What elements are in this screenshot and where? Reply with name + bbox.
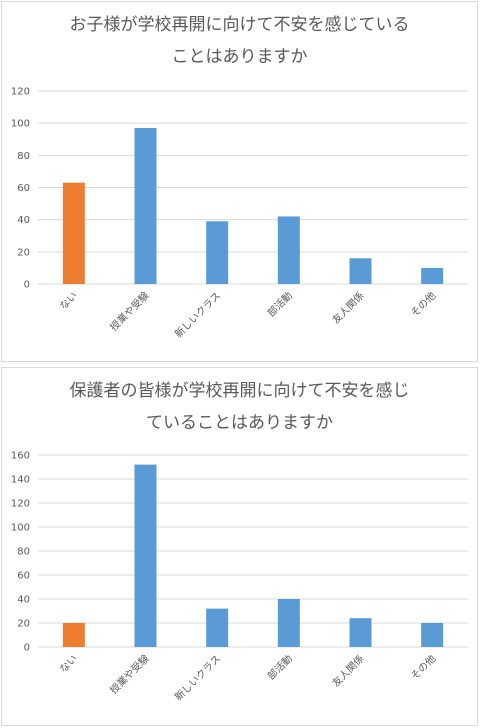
y-tick-label: 100 <box>11 523 30 534</box>
bar-1 <box>62 182 85 284</box>
bar-2 <box>134 464 157 647</box>
bar-5 <box>349 618 372 647</box>
x-tick-label: 授業や受験 <box>107 289 152 334</box>
y-tick-label: 0 <box>24 280 30 291</box>
bar-5 <box>349 258 372 284</box>
y-tick-label: 20 <box>17 247 30 258</box>
y-tick-label: 80 <box>17 547 30 558</box>
chart-panel-parents: 保護者の皆様が学校再開に向けて不安を感じ ていることはありますか 0 20 40 60… <box>1 367 478 726</box>
x-tick-label: ない <box>57 653 80 676</box>
x-tick-label: 新しいクラス <box>172 652 223 703</box>
bar-chart-parents: 0 20 40 60 80 100 120 140 160 ない 授業や受験 新しいクラス 部活動 友人関… <box>11 451 468 703</box>
x-tick-label: 部活動 <box>265 289 295 319</box>
chart-title-line-1: 保護者の皆様が学校再開に向けて不安を感じ <box>69 381 410 401</box>
bar-chart-children: 0 20 40 60 80 100 120 ない 授業や受験 新しいクラス 部活動 友人関係 その他 <box>11 87 468 340</box>
bar-3 <box>206 608 229 647</box>
y-tick-label: 40 <box>17 215 30 226</box>
y-tick-label: 140 <box>11 475 30 486</box>
x-tick-label: 部活動 <box>265 652 295 682</box>
chart-title-line-1: お子様が学校再開に向けて不安を感じている <box>69 15 410 35</box>
y-tick-label: 100 <box>11 119 30 130</box>
x-tick-label: 授業や受験 <box>107 652 152 697</box>
y-tick-label: 40 <box>17 595 30 606</box>
y-tick-label: 20 <box>17 619 30 630</box>
bar-3 <box>206 221 229 284</box>
bar-4 <box>277 216 300 284</box>
bar-1 <box>62 623 85 647</box>
chart-title-line-2: ていることはありますか <box>146 413 333 433</box>
chart-title-line-2: ことはありますか <box>171 47 308 67</box>
y-tick-label: 120 <box>11 499 30 510</box>
chart-panel-children: お子様が学校再開に向けて不安を感じている ことはありますか 0 20 40 60 80 1… <box>1 1 478 362</box>
bar-4 <box>277 599 300 647</box>
x-tick-label: その他 <box>408 652 438 682</box>
x-tick-label: その他 <box>408 289 438 319</box>
bar-2 <box>134 127 157 284</box>
x-tick-label: 新しいクラス <box>172 289 223 340</box>
y-tick-label: 60 <box>17 571 30 582</box>
x-tick-label: ない <box>57 290 80 313</box>
y-tick-label: 0 <box>24 643 30 654</box>
x-tick-label: 友人関係 <box>329 289 366 326</box>
y-tick-label: 60 <box>17 183 30 194</box>
bar-6 <box>421 623 444 647</box>
y-tick-label: 80 <box>17 151 30 162</box>
y-tick-label: 160 <box>11 451 30 462</box>
bar-6 <box>421 267 444 284</box>
x-tick-label: 友人関係 <box>329 652 366 689</box>
y-tick-label: 120 <box>11 87 30 98</box>
